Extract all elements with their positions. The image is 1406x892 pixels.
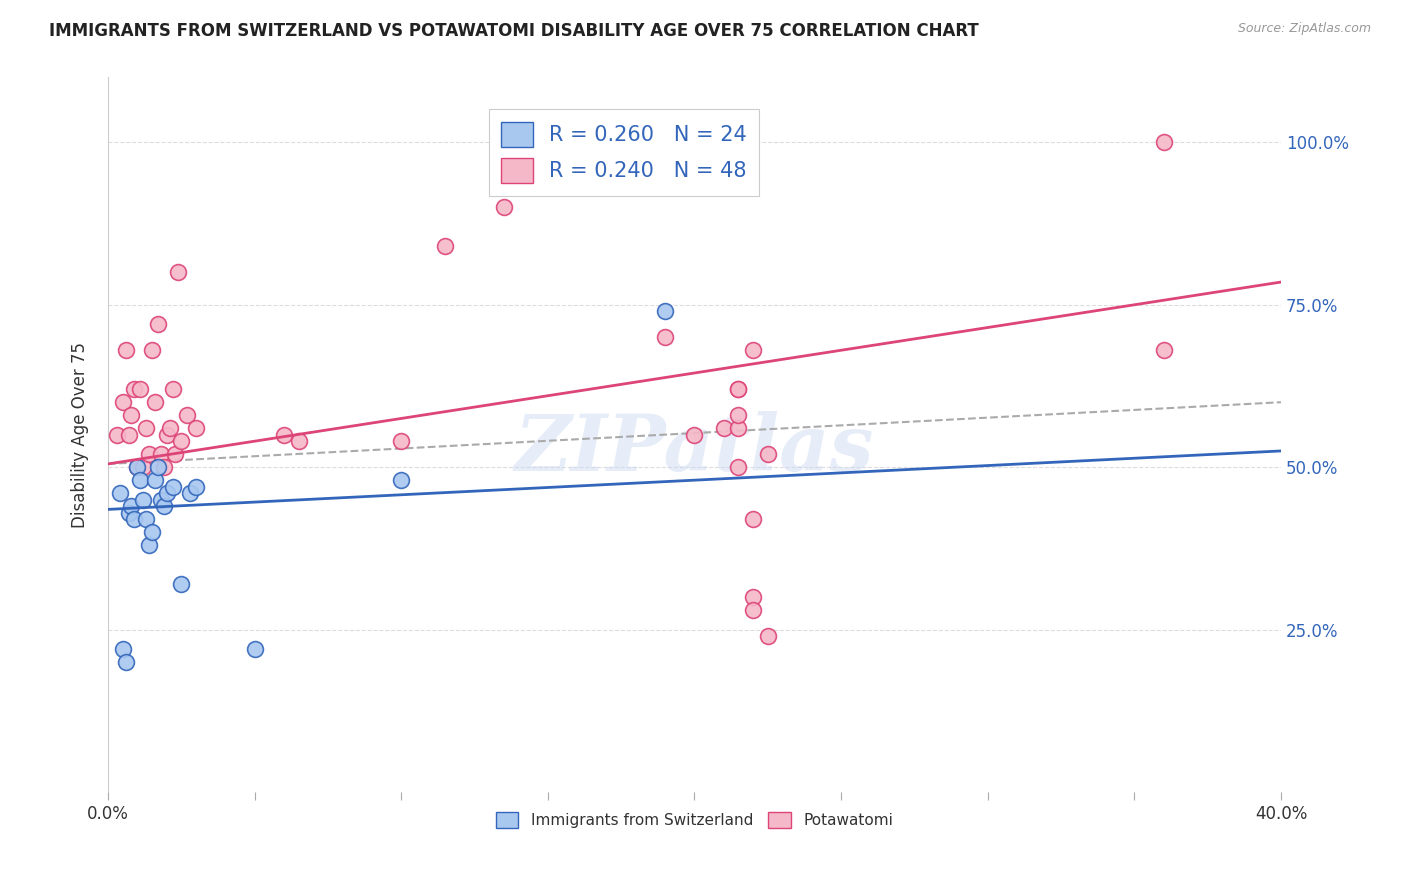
Point <box>127 460 149 475</box>
Text: IMMIGRANTS FROM SWITZERLAND VS POTAWATOMI DISABILITY AGE OVER 75 CORRELATION CHA: IMMIGRANTS FROM SWITZERLAND VS POTAWATOM… <box>49 22 979 40</box>
Point <box>742 512 765 526</box>
Point <box>610 148 633 162</box>
Point <box>389 434 412 449</box>
Point <box>156 427 179 442</box>
Point <box>551 148 574 162</box>
Point <box>129 382 152 396</box>
Point <box>120 499 142 513</box>
Point <box>111 395 134 409</box>
Point <box>149 447 172 461</box>
Point <box>683 427 706 442</box>
Point <box>1153 343 1175 358</box>
Point <box>727 460 749 475</box>
Point <box>727 421 749 435</box>
Point <box>742 590 765 604</box>
Point <box>654 330 676 344</box>
Point <box>124 512 146 526</box>
Point <box>243 642 266 657</box>
Point <box>713 421 735 435</box>
Point <box>727 408 749 422</box>
Point <box>389 473 412 487</box>
Point <box>756 629 779 643</box>
Point <box>138 447 160 461</box>
Point <box>287 434 309 449</box>
Point <box>179 486 201 500</box>
Point <box>132 460 155 475</box>
Y-axis label: Disability Age Over 75: Disability Age Over 75 <box>72 342 89 528</box>
Point <box>654 304 676 318</box>
Point <box>170 577 193 591</box>
Point <box>143 473 166 487</box>
Point <box>727 382 749 396</box>
Legend: Immigrants from Switzerland, Potawatomi: Immigrants from Switzerland, Potawatomi <box>489 806 900 834</box>
Point <box>167 265 190 279</box>
Point <box>508 148 530 162</box>
Point <box>146 318 169 332</box>
Text: ZIPatlas: ZIPatlas <box>515 410 875 487</box>
Point <box>273 427 295 442</box>
Point <box>152 460 174 475</box>
Point <box>184 480 207 494</box>
Point <box>114 655 136 669</box>
Point <box>492 200 515 214</box>
Point <box>105 427 128 442</box>
Point <box>742 603 765 617</box>
Point <box>152 499 174 513</box>
Point <box>114 343 136 358</box>
Point <box>108 486 131 500</box>
Point <box>127 460 149 475</box>
Point <box>135 512 157 526</box>
Point <box>165 447 187 461</box>
Point <box>176 408 198 422</box>
Point <box>143 395 166 409</box>
Point <box>159 421 181 435</box>
Point <box>184 421 207 435</box>
Point <box>135 421 157 435</box>
Point <box>124 382 146 396</box>
Point <box>129 473 152 487</box>
Point <box>117 506 139 520</box>
Point <box>156 486 179 500</box>
Point <box>170 434 193 449</box>
Point <box>111 642 134 657</box>
Point <box>162 382 184 396</box>
Point <box>742 343 765 358</box>
Point <box>434 239 457 253</box>
Point <box>117 427 139 442</box>
Point <box>146 460 169 475</box>
Point <box>727 382 749 396</box>
Text: Source: ZipAtlas.com: Source: ZipAtlas.com <box>1237 22 1371 36</box>
Point <box>1153 136 1175 150</box>
Point <box>162 480 184 494</box>
Point <box>756 447 779 461</box>
Point <box>149 492 172 507</box>
Point <box>120 408 142 422</box>
Point <box>141 525 163 540</box>
Point <box>141 343 163 358</box>
Point <box>138 538 160 552</box>
Point <box>132 492 155 507</box>
